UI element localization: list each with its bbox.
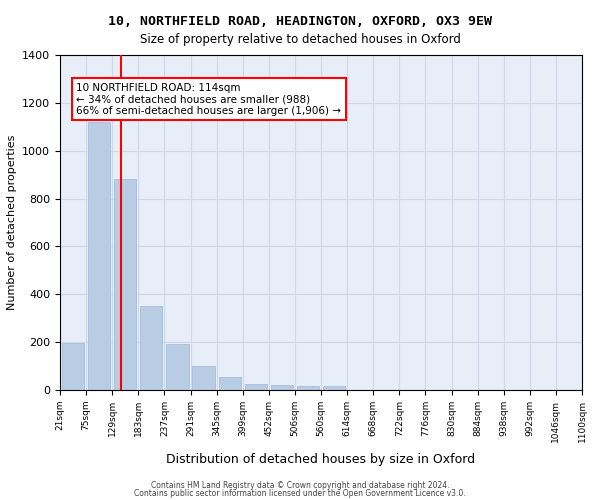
Bar [166, 344, 188, 390]
Bar [114, 180, 136, 390]
Text: Size of property relative to detached houses in Oxford: Size of property relative to detached ho… [140, 32, 460, 46]
Bar [297, 386, 319, 390]
X-axis label: Distribution of detached houses by size in Oxford: Distribution of detached houses by size … [166, 453, 476, 466]
Text: 10 NORTHFIELD ROAD: 114sqm
← 34% of detached houses are smaller (988)
66% of sem: 10 NORTHFIELD ROAD: 114sqm ← 34% of deta… [76, 82, 341, 116]
Bar [218, 378, 241, 390]
Bar [193, 366, 215, 390]
Bar [271, 385, 293, 390]
Bar [88, 122, 110, 390]
Bar [245, 384, 267, 390]
Bar [140, 306, 163, 390]
Y-axis label: Number of detached properties: Number of detached properties [7, 135, 17, 310]
Bar [62, 344, 84, 390]
Bar [323, 386, 345, 390]
Text: 10, NORTHFIELD ROAD, HEADINGTON, OXFORD, OX3 9EW: 10, NORTHFIELD ROAD, HEADINGTON, OXFORD,… [108, 15, 492, 28]
Text: Contains public sector information licensed under the Open Government Licence v3: Contains public sector information licen… [134, 488, 466, 498]
Text: Contains HM Land Registry data © Crown copyright and database right 2024.: Contains HM Land Registry data © Crown c… [151, 481, 449, 490]
